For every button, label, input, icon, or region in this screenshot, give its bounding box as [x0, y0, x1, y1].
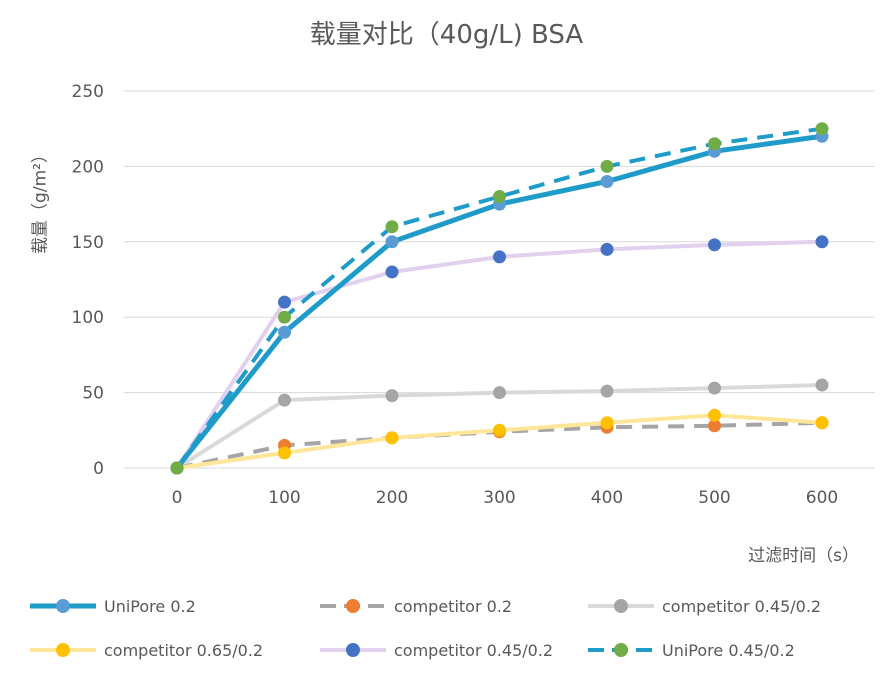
- series-point-5-2: [385, 220, 399, 234]
- x-tick-label: 500: [698, 488, 730, 508]
- legend-swatch: [320, 599, 386, 613]
- x-tick-label: 600: [806, 488, 838, 508]
- legend: UniPore 0.2 competitor 0.2 competitor 0.45…: [0, 585, 893, 675]
- series-point-0-4: [600, 174, 614, 188]
- legend-item: competitor 0.45/0.2: [586, 593, 821, 619]
- series-point-3-4: [600, 416, 614, 430]
- x-axis-title: 过滤时间（s）: [748, 546, 859, 566]
- x-tick-label: 100: [268, 488, 300, 508]
- series-line-0: [174, 133, 825, 471]
- series-point-3-5: [708, 408, 721, 422]
- legend-marker: [346, 599, 360, 613]
- legend-swatch: [588, 643, 654, 657]
- y-axis-title: 载量（g/m²）: [30, 146, 51, 254]
- series-point-2-1: [278, 393, 291, 407]
- legend-swatch: [30, 599, 96, 613]
- series-point-2-6: [815, 378, 829, 392]
- series-point-4-5: [708, 238, 721, 252]
- legend-marker: [346, 643, 360, 657]
- series-point-4-3: [493, 250, 506, 264]
- series-point-1-5: [708, 419, 721, 433]
- series-point-4-1: [278, 295, 291, 309]
- legend-label: competitor 0.2: [394, 596, 513, 616]
- series-point-5-4: [600, 159, 614, 173]
- legend-marker: [56, 643, 70, 657]
- series-point-0-2: [385, 235, 399, 249]
- legend-marker: [614, 643, 628, 657]
- legend-label: competitor 0.45/0.2: [394, 640, 554, 660]
- y-tick-label: 250: [72, 82, 104, 102]
- series-point-0-1: [278, 325, 291, 339]
- x-tick-label: 400: [591, 488, 623, 508]
- y-tick-label: 50: [82, 384, 104, 404]
- y-tick-label: 150: [72, 233, 104, 253]
- plot-area: 0 50 100 150 200 250 0 100 200 300 400 500 600: [72, 82, 875, 508]
- series-point-2-5: [708, 381, 721, 395]
- series-point-4-6: [815, 235, 829, 249]
- series-point-3-3: [493, 423, 506, 437]
- series-point-5-6: [815, 122, 829, 136]
- series-point-2-3: [493, 386, 506, 400]
- legend-label: UniPore 0.2: [104, 596, 196, 616]
- legend-swatch: [30, 643, 96, 657]
- y-tick-label: 100: [72, 308, 104, 328]
- legend-item: UniPore 0.2: [28, 593, 196, 619]
- x-tick-label: 300: [483, 488, 515, 508]
- series-point-3-2: [385, 431, 399, 445]
- y-tick-label: 200: [72, 157, 104, 177]
- legend-label: competitor 0.45/0.2: [662, 596, 822, 616]
- series-point-5-3: [493, 190, 506, 204]
- series-point-5-1: [278, 310, 291, 324]
- legend-marker: [614, 599, 628, 613]
- series-point-5-0: [170, 461, 184, 475]
- series-point-4-4: [600, 242, 614, 256]
- y-tick-label: 0: [93, 459, 104, 479]
- legend-item: competitor 0.45/0.2: [318, 637, 553, 663]
- series-point-2-2: [385, 389, 399, 403]
- legend-swatch: [588, 599, 654, 613]
- x-tick-label: 0: [172, 488, 183, 508]
- legend-item: competitor 0.2: [318, 593, 512, 619]
- x-tick-label: 200: [376, 488, 408, 508]
- series-point-5-5: [708, 137, 721, 151]
- series-point-2-4: [600, 384, 614, 398]
- legend-item: UniPore 0.45/0.2: [586, 637, 795, 663]
- legend-marker: [56, 599, 70, 613]
- chart-title: 载量对比（40g/L) BSA: [309, 20, 584, 50]
- series-line-3: [175, 413, 824, 470]
- series-point-3-6: [815, 416, 829, 430]
- legend-item: competitor 0.65/0.2: [28, 637, 263, 663]
- legend-label: UniPore 0.45/0.2: [662, 640, 795, 660]
- series-point-4-2: [385, 265, 399, 279]
- legend-swatch: [320, 643, 386, 657]
- series-point-3-1: [278, 446, 291, 460]
- legend-label: competitor 0.65/0.2: [104, 640, 264, 660]
